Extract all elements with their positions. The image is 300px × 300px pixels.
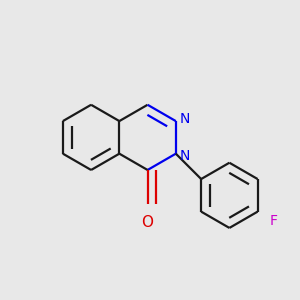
Text: N: N [180, 112, 190, 126]
Text: O: O [142, 214, 154, 230]
Text: N: N [180, 149, 190, 163]
Text: F: F [269, 214, 277, 228]
